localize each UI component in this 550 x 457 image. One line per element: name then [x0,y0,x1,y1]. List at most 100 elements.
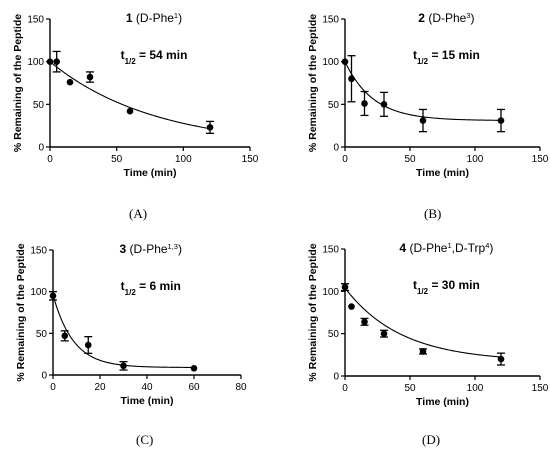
y-tick-label: 50 [328,329,340,340]
y-axis-title: % Remaining of the Peptide [15,243,27,381]
y-axis-title: % Remaining of the Peptide [12,14,24,152]
panel-label-d: (D) [422,432,441,447]
half-life-label: t1/2 = 15 min [413,48,480,66]
y-tick-label: 50 [33,100,45,111]
data-point [380,330,388,337]
compound-number: 2 [418,11,425,25]
compound-name: (D-Phe [133,11,175,25]
chart-svg-c: 0 50 100 150 0 20 40 60 80 Time (min) % Remaining … [15,242,247,408]
x-tick-label: 60 [188,382,200,393]
fit-curve [52,294,195,368]
data-point [497,117,505,124]
half-life-subscript: 1/2 [125,288,137,297]
y-tick-label: 0 [38,143,44,154]
compound-name: (D-Phe [425,11,467,25]
data-point [419,117,427,124]
data-point [419,348,427,355]
x-tick-label: 0 [50,382,56,393]
compound-name-close: ) [178,242,182,256]
x-tick-label: 150 [532,154,549,165]
compound-superscript: 1 [447,241,451,250]
data-point [348,303,355,310]
half-life-symbol: t [413,278,417,292]
compound-name-close: ) [471,11,475,25]
compound-name: (D-Phe [126,242,168,256]
y-tick-label: 150 [30,246,47,257]
y-axis-title: % Remaining of the Peptide [307,243,319,381]
data-point [341,58,349,65]
data-point [348,75,355,83]
data-point [120,362,127,370]
half-life-label: t1/2 = 6 min [121,279,181,297]
x-tick-label: 80 [235,382,247,393]
data-point [190,365,198,372]
x-axis-title: Time (min) [416,396,469,408]
panel-label-b: (B) [424,206,442,221]
half-life-subscript: 1/2 [125,57,137,66]
x-tick-label: 20 [94,382,106,393]
x-axis-title: Time (min) [416,167,469,179]
half-life-value: = 54 min [136,48,188,62]
panel-title: 3 (D-Phe1,3) [120,242,182,257]
y-tick-label: 100 [30,287,47,298]
y-tick-label: 100 [27,57,44,68]
chart-panel-a: 0 50 100 150 0 50 100 150 Time (min) % Remaining … [0,0,275,230]
data-point [86,73,94,81]
y-axis-title: % Remaining of the Peptide [307,14,319,152]
x-tick-label: 100 [467,383,484,394]
y-tick-label: 100 [322,287,339,298]
y-tick-label: 150 [322,245,339,256]
x-tick-label: 150 [532,383,549,394]
x-tick-label: 150 [242,154,259,165]
x-tick-label: 0 [47,154,53,165]
data-point [497,355,505,363]
x-axis-title: Time (min) [121,395,174,407]
chart-svg-b: 0 50 100 150 0 50 100 150 Time (min) % Remaining … [307,11,549,180]
data-point [361,318,368,326]
half-life-symbol: t [413,48,417,62]
chart-panel-c: 0 50 100 150 0 20 40 60 80 Time (min) % Remaining … [0,232,275,457]
y-tick-label: 100 [322,57,339,68]
compound-superscript-2: 4 [485,241,489,250]
half-life-label: t1/2 = 30 min [413,278,480,296]
data-point [84,341,92,349]
data-point [380,101,388,108]
y-tick-label: 0 [41,371,47,382]
compound-name-close: ) [489,241,493,255]
chart-svg-a: 0 50 100 150 0 50 100 150 Time (min) % Remaining … [12,11,259,180]
half-life-symbol: t [121,48,125,62]
half-life-subscript: 1/2 [417,287,429,296]
data-point [206,124,214,131]
half-life-subscript: 1/2 [417,57,429,66]
fit-curve [49,61,211,130]
chart-panel-b: 0 50 100 150 0 50 100 150 Time (min) % Remaining … [275,0,550,230]
compound-number: 3 [120,242,127,256]
x-tick-label: 50 [404,154,416,165]
y-tick-label: 0 [333,143,339,154]
chart-svg-d: 0 50 100 150 0 50 100 150 Time (min) % Remaining … [307,241,549,409]
compound-name: (D-Phe [406,241,448,255]
x-tick-label: 40 [141,382,153,393]
data-point [361,100,368,107]
panel-label-c: (C) [136,432,154,447]
half-life-value: = 15 min [428,48,480,62]
data-point [46,58,54,65]
data-point [53,58,60,65]
x-tick-label: 100 [175,154,192,165]
y-tick-label: 50 [36,329,48,340]
compound-number: 1 [126,11,133,25]
data-point [49,292,57,300]
x-tick-label: 0 [342,154,348,165]
compound-number: 4 [399,241,406,255]
compound-superscript: 1,3 [168,242,178,251]
half-life-label: t1/2 = 54 min [121,48,188,66]
y-tick-label: 150 [27,15,44,26]
x-tick-label: 50 [404,383,416,394]
x-tick-label: 100 [467,154,484,165]
y-tick-label: 50 [328,100,340,111]
fit-curve [344,287,502,358]
half-life-value: = 30 min [428,278,480,292]
y-tick-label: 0 [333,372,339,383]
panel-label-a: (A) [129,206,148,221]
data-point [61,332,69,340]
